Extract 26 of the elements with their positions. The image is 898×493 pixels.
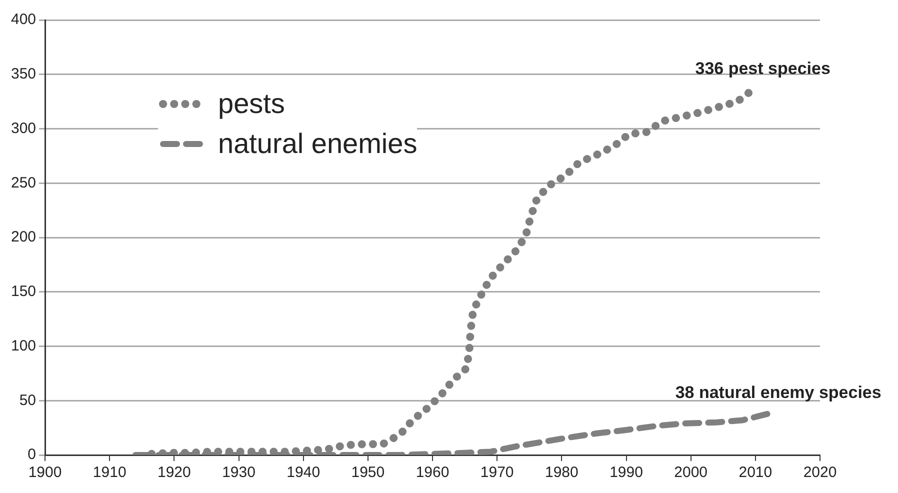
x-tick-label: 1950 [351, 464, 385, 482]
x-tick-label: 1980 [544, 464, 578, 482]
legend-label: natural enemies [218, 128, 418, 160]
y-tick-label: 300 [10, 120, 36, 137]
y-tick-label: 200 [10, 228, 36, 246]
annotation: 38 natural enemy species [675, 382, 882, 402]
x-tick-label: 1990 [610, 464, 643, 482]
x-tick-label: 1970 [480, 464, 514, 482]
y-tick-label: 0 [28, 446, 36, 464]
x-tick-label: 1920 [158, 464, 191, 482]
y-tick-label: 150 [10, 283, 36, 300]
y-tick-label: 350 [10, 66, 36, 83]
x-tick-label: 2020 [803, 464, 837, 482]
y-tick-label: 50 [19, 392, 36, 409]
x-tick-label: 2000 [674, 464, 708, 482]
x-tick-label: 1960 [416, 464, 450, 482]
annotation: 336 pest species [695, 58, 830, 78]
x-tick-label: 1940 [286, 464, 320, 482]
x-tick-label: 2010 [738, 464, 772, 482]
x-tick-label: 1900 [28, 464, 62, 482]
x-tick-label: 1930 [222, 464, 256, 482]
x-tick-label: 1910 [92, 464, 126, 482]
y-tick-label: 400 [10, 11, 36, 28]
y-tick-label: 100 [10, 337, 36, 354]
legend-label: pests [218, 88, 285, 120]
y-tick-label: 250 [10, 174, 36, 192]
